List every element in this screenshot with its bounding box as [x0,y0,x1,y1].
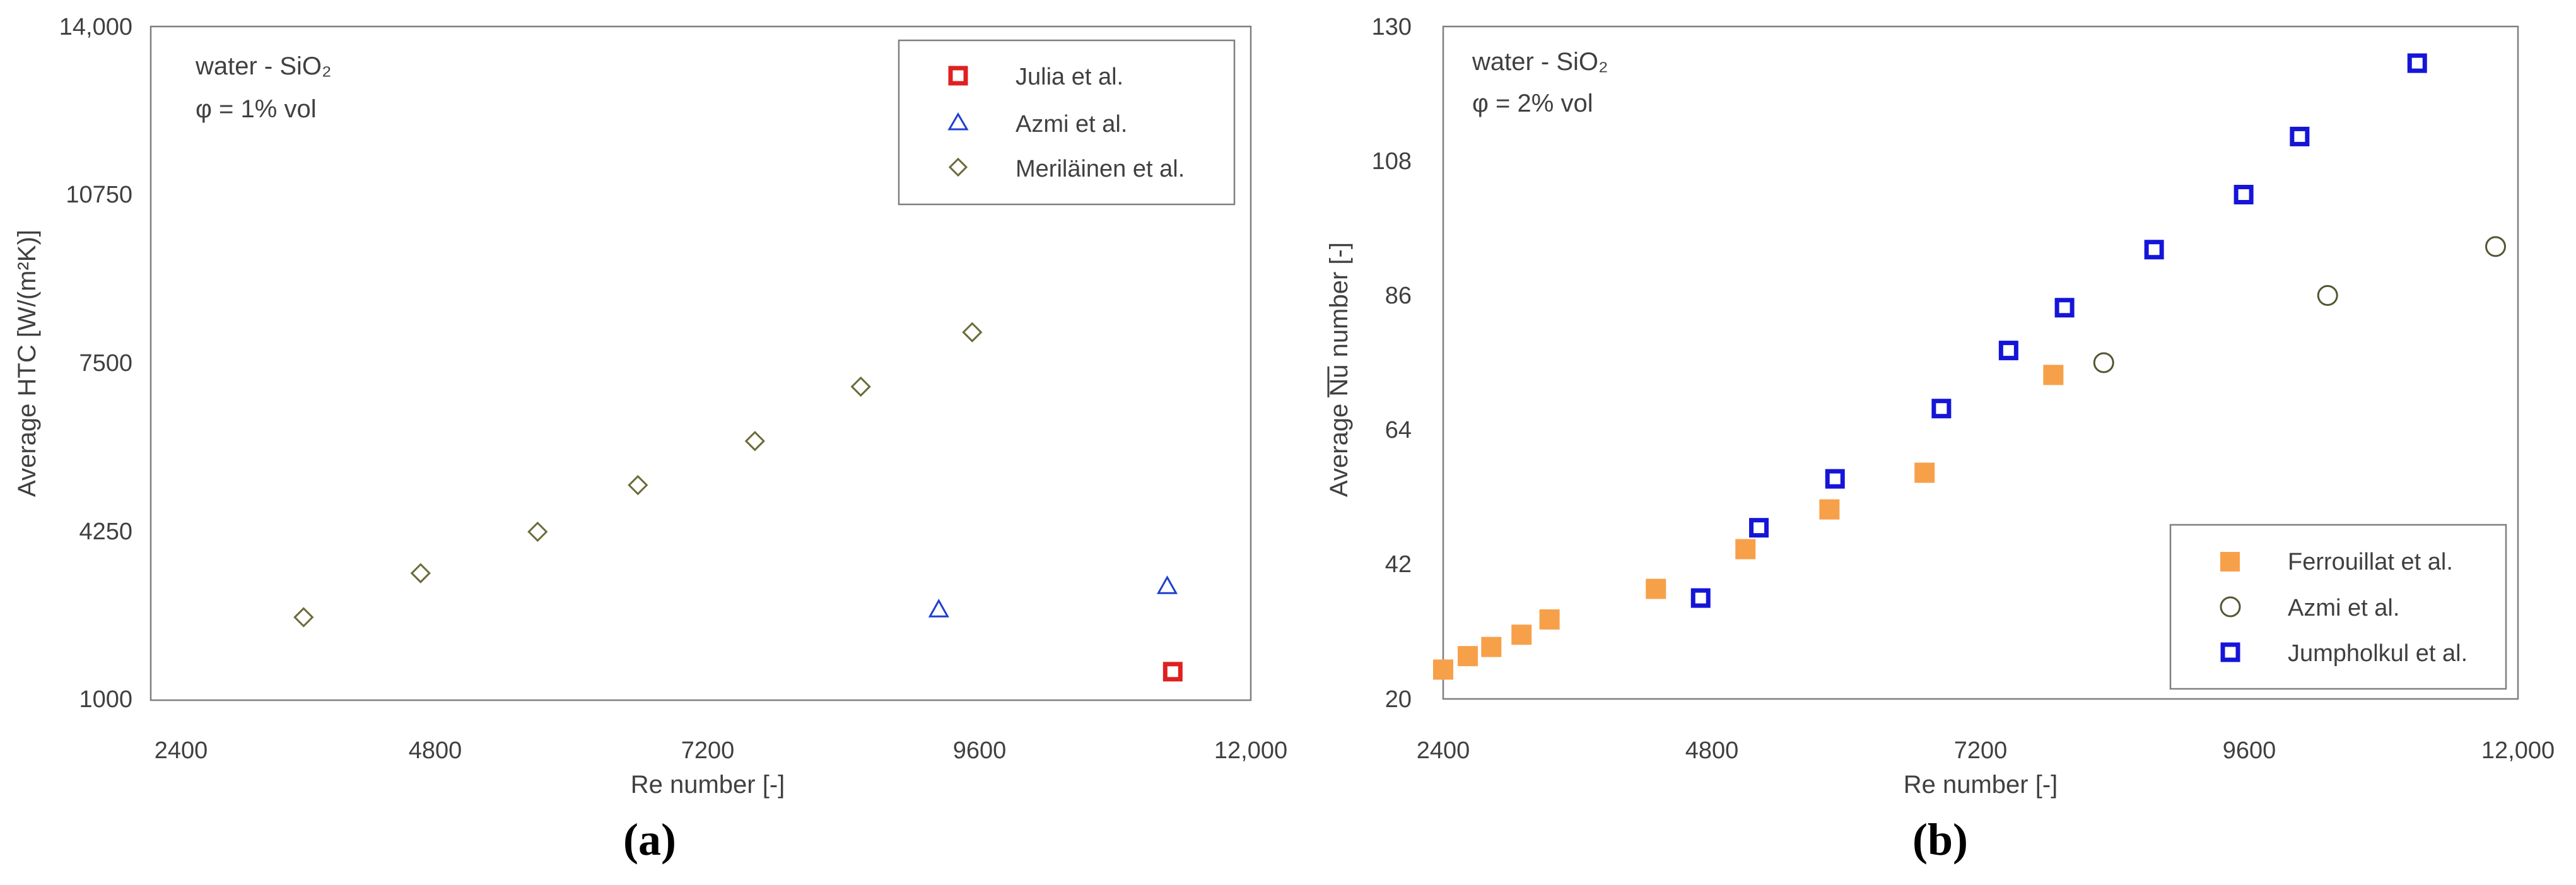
data-point [1998,341,2018,361]
x-tick-label: 2400 [155,737,208,764]
annotation-fraction: φ = 1% vol [196,95,317,123]
x-tick-label: 4800 [1685,737,1739,764]
legend-label-azmi-b: Azmi et al. [2288,595,2399,621]
x-tick-label: 2400 [1417,737,1470,764]
legend-label-merilainen: Meriläinen et al. [1016,156,1185,182]
legend-marker-merilainen [948,157,968,177]
data-point [410,563,431,583]
marks-b [1433,53,2506,680]
x-tick-label: 4800 [409,737,462,764]
legend-label-julia: Julia et al. [1016,64,1123,90]
y-axis-label: Average Nu number [-] [1325,242,1353,497]
data-point [1539,609,1560,630]
y-tick-label: 130 [1372,14,1412,40]
y-tick-label: 86 [1385,283,1412,309]
data-point [1690,588,1711,608]
plot-area-b [1442,25,2519,700]
x-axis-label: Re number [-] [631,771,785,799]
data-point [1433,659,1453,680]
x-tick-label: 7200 [1954,737,2008,764]
data-point [1481,636,1502,657]
data-point [1511,624,1532,645]
legend-marker-azmi-b [2220,596,2241,618]
data-point [962,322,983,343]
y-tick-label: 1000 [79,686,132,713]
data-point [2234,185,2254,204]
annotation-fluid: water - SiO₂ [1472,48,1608,76]
data-point [1735,539,1756,560]
x-axis-label: Re number [-] [1904,771,2058,799]
data-point [2093,352,2114,373]
legend-marker-ferrouillat [2220,552,2240,571]
annotation-fluid: water - SiO₂ [195,52,332,80]
data-point [2485,236,2506,257]
data-point [2144,240,2164,260]
data-point [1749,518,1769,538]
data-point [2043,365,2064,385]
x-tick-label: 12,000 [1214,737,1287,764]
x-tick-label: 9600 [2223,737,2276,764]
data-point [2290,126,2310,146]
data-point [1819,499,1840,520]
data-point [293,607,314,628]
x-tick-label: 12,000 [2481,737,2555,764]
data-point [1825,469,1845,489]
panel-label-b: (b) [1912,814,1968,865]
data-point [1458,646,1478,667]
data-point [850,376,871,397]
legend-marker-julia [948,66,968,86]
legend-label-jumpholkul: Jumpholkul et al. [2288,640,2468,667]
data-point [1931,399,1952,419]
data-point [744,431,765,452]
data-point [928,599,949,618]
y-tick-label: 14,000 [59,14,132,40]
data-point [1162,662,1183,682]
y-tick-label: 42 [1385,551,1412,578]
legend-marker-jumpholkul [2220,642,2240,662]
panel-a: 14,000 10750 7500 4250 1000 2400 4800 72… [13,14,1287,865]
data-point [2054,298,2075,318]
y-axis-label: Average HTC [W/(m²K)] [13,230,41,497]
y-tick-label: 4250 [79,519,132,545]
data-point [2407,53,2427,73]
data-point [527,521,548,542]
panel-b: 130 108 86 64 42 20 2400 4800 7200 9600 … [1325,14,2555,865]
data-point [1914,462,1935,483]
y-tick-label: 108 [1372,148,1412,175]
y-tick-label: 64 [1385,417,1412,443]
data-point [2317,284,2338,306]
legend-label-ferrouillat: Ferrouillat et al. [2288,549,2453,575]
data-point [1646,578,1666,599]
y-tick-label: 7500 [79,350,132,377]
legend-label-azmi: Azmi et al. [1016,111,1127,138]
plot-area-a [149,25,1252,701]
data-point [1156,575,1178,594]
marks-a [293,322,1183,682]
y-tick-label: 20 [1385,686,1412,713]
data-point [628,474,648,496]
annotation-fraction: φ = 2% vol [1472,90,1593,117]
x-tick-label: 7200 [681,737,735,764]
legend-marker-azmi [947,112,969,131]
panel-label-a: (a) [623,814,676,865]
y-tick-label: 10750 [66,182,132,208]
x-tick-label: 9600 [953,737,1007,764]
